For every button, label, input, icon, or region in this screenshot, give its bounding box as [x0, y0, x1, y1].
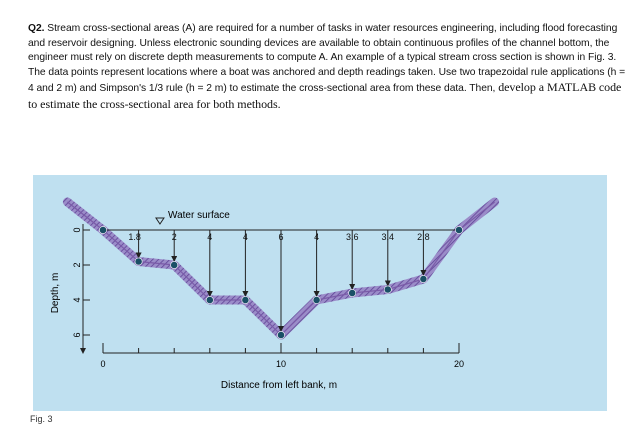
question-number: Q2.: [28, 23, 45, 34]
data-point: [312, 296, 321, 304]
data-point: [277, 331, 285, 339]
question-intro: Stream cross-sectional areas (A) are req…: [28, 23, 626, 95]
depth-label: 2: [172, 232, 177, 242]
data-point: [134, 257, 143, 266]
y-tick-label: 0: [72, 227, 82, 232]
y-axis-label: Depth, m: [50, 273, 61, 314]
depth-label: 1.8: [128, 232, 141, 242]
depth-label: 4: [314, 232, 319, 242]
data-point: [419, 275, 428, 283]
x-tick-label: 20: [454, 359, 464, 369]
depth-label: 3.6: [346, 232, 359, 242]
question-text: Q2. Stream cross-sectional areas (A) are…: [28, 22, 628, 114]
y-tick-label: 2: [72, 262, 82, 267]
data-point: [241, 296, 250, 304]
y-tick-label: 6: [72, 332, 82, 337]
x-axis-label: Distance from left bank, m: [221, 380, 337, 391]
data-point: [99, 226, 107, 234]
cross-section-chart: 1.8 2 4 4 6 4 3.6 3.4 2.8 0 2 4 6 0 10 20 Water surface…: [50, 197, 500, 391]
stream-cross-section-figure: 1.8 2 4 4 6 4 3.6 3.4 2.8 0 2 4 6 0 10 20 Water surface…: [33, 175, 607, 411]
figure-caption: Fig. 3: [30, 414, 53, 424]
water-surface-label: Water surface: [168, 210, 230, 221]
data-point: [455, 226, 463, 234]
x-tick-label: 10: [276, 359, 286, 369]
depth-label: 4: [243, 232, 248, 242]
x-tick-label: 0: [100, 359, 105, 369]
depth-label: 4: [207, 232, 212, 242]
depth-label: 2.8: [417, 232, 430, 242]
depth-label: 3.4: [382, 232, 395, 242]
data-point: [170, 261, 179, 269]
data-point: [205, 296, 214, 304]
y-tick-label: 4: [72, 297, 82, 302]
water-surface-symbol-icon: [155, 217, 165, 225]
question-matlab-part: develop a MATLAB: [498, 80, 597, 95]
data-point: [348, 289, 357, 297]
question-closing: code to estimate the cross-sectional are…: [28, 80, 622, 111]
data-point: [383, 285, 392, 294]
depth-label: 6: [278, 232, 283, 242]
